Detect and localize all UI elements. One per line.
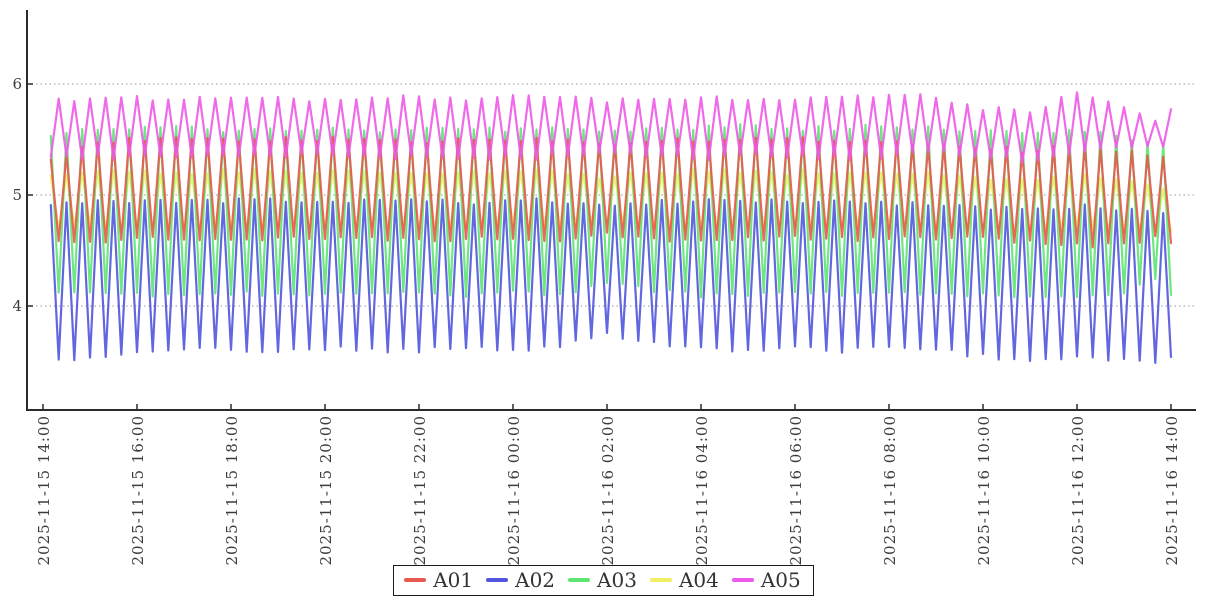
legend-label-a05: A05	[760, 568, 801, 592]
legend-swatch-a05	[731, 578, 754, 582]
x-tick-label-10: 2025-11-16 10:00	[975, 415, 993, 566]
legend-item-a05: A05	[731, 568, 801, 592]
legend-label-a03: A03	[597, 568, 637, 592]
series-line-a05	[49, 91, 1173, 164]
x-tick-label-1: 2025-11-15 16:00	[129, 415, 147, 566]
x-tick-label-8: 2025-11-16 06:00	[787, 415, 805, 566]
series-line-a01	[49, 136, 1173, 249]
x-tick-label-3: 2025-11-15 20:00	[317, 415, 335, 566]
y-tick-label-4: 4	[12, 297, 22, 315]
x-tick-label-9: 2025-11-16 08:00	[881, 415, 899, 566]
legend-swatch-a03	[568, 578, 591, 582]
legend-item-a02: A02	[486, 568, 555, 592]
x-tick-label-4: 2025-11-15 22:00	[411, 415, 429, 566]
x-tick-label-11: 2025-11-16 12:00	[1069, 415, 1087, 566]
series-line-a02	[49, 197, 1173, 364]
x-tick-label-12: 2025-11-16 14:00	[1163, 415, 1181, 566]
legend-swatch-a02	[486, 578, 509, 582]
legend-label-a02: A02	[515, 568, 556, 592]
x-tick-label-5: 2025-11-16 00:00	[505, 415, 523, 566]
legend-item-a01: A01	[404, 568, 473, 592]
y-tick-label-6: 6	[12, 75, 22, 93]
y-tick-label-5: 5	[12, 186, 22, 204]
legend-item-a04: A04	[649, 568, 719, 592]
x-tick-label-7: 2025-11-16 04:00	[693, 415, 711, 566]
legend-swatch-a01	[404, 578, 427, 582]
legend: A01 A02 A03 A04 A05	[0, 565, 1207, 596]
legend-item-a03: A03	[568, 568, 637, 592]
legend-swatch-a04	[649, 578, 672, 582]
x-tick-label-2: 2025-11-15 18:00	[223, 415, 241, 566]
legend-box: A01 A02 A03 A04 A05	[393, 565, 814, 596]
legend-label-a04: A04	[678, 568, 719, 592]
x-tick-label-6: 2025-11-16 02:00	[599, 415, 617, 566]
x-tick-label-0: 2025-11-15 14:00	[35, 415, 53, 566]
legend-label-a01: A01	[433, 568, 474, 592]
